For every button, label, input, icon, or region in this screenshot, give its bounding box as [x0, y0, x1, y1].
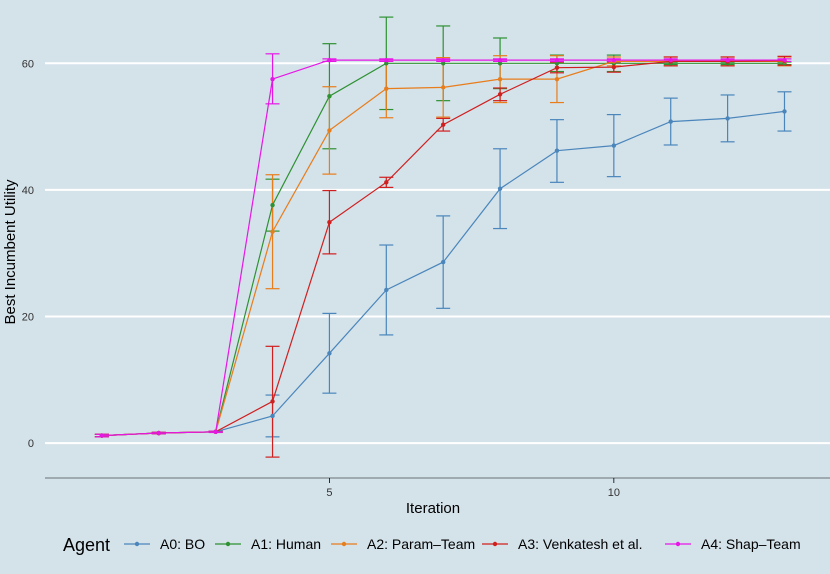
- legend-label: A3: Venkatesh et al.: [518, 536, 643, 552]
- legend-marker: [341, 541, 347, 547]
- legend-marker: [225, 541, 231, 547]
- data-point: [327, 57, 332, 63]
- data-point: [668, 119, 673, 124]
- data-point: [782, 109, 787, 114]
- data-point: [270, 202, 275, 208]
- data-point: [327, 128, 332, 133]
- data-point: [554, 76, 560, 82]
- x-tick-label: 5: [326, 487, 332, 499]
- data-point: [213, 429, 218, 434]
- data-point: [384, 57, 389, 63]
- data-point: [270, 76, 275, 82]
- legend-marker: [675, 541, 681, 547]
- legend-label: A0: BO: [160, 536, 205, 552]
- legend-entry: A1: Human: [215, 536, 321, 552]
- data-point: [725, 116, 730, 121]
- data-point: [384, 287, 389, 293]
- data-point: [611, 57, 617, 63]
- error-bars: [94, 16, 792, 458]
- legend-entry: A0: BO: [124, 536, 205, 552]
- y-tick-label: 60: [22, 58, 34, 70]
- data-point: [440, 122, 446, 127]
- legend-label: A1: Human: [251, 536, 321, 552]
- grid-lines: [45, 62, 830, 445]
- data-point: [99, 433, 105, 438]
- data-point: [270, 413, 275, 419]
- data-point: [327, 220, 332, 225]
- data-point: [497, 57, 503, 63]
- data-point: [384, 86, 389, 91]
- data-points: [99, 57, 787, 438]
- data-point: [497, 92, 503, 97]
- x-axis-title: Iteration: [406, 500, 460, 517]
- data-point: [156, 430, 161, 436]
- y-axis-ticks: 0 20 40 60: [22, 58, 34, 450]
- x-axis-ticks: 5 10: [326, 478, 620, 499]
- data-point: [327, 94, 332, 99]
- data-point: [725, 57, 730, 63]
- data-point: [440, 85, 446, 90]
- data-point: [611, 64, 617, 70]
- data-point: [554, 57, 560, 63]
- legend-marker: [492, 541, 498, 547]
- data-point: [384, 61, 389, 66]
- data-point: [497, 61, 503, 66]
- data-point: [554, 65, 560, 70]
- data-point: [440, 259, 446, 265]
- data-point: [554, 148, 560, 153]
- legend-label: A4: Shap–Team: [701, 536, 801, 552]
- data-point: [668, 57, 673, 63]
- data-point: [440, 57, 446, 63]
- data-point: [782, 57, 787, 63]
- data-point: [270, 399, 275, 404]
- y-axis-title: Best Incumbent Utility: [2, 179, 19, 325]
- legend-entry: A4: Shap–Team: [665, 536, 801, 552]
- x-tick-label: 10: [608, 487, 620, 499]
- data-point: [384, 180, 389, 185]
- legend-entry: A3: Venkatesh et al.: [482, 536, 643, 552]
- y-tick-label: 20: [22, 312, 34, 324]
- data-point: [440, 61, 446, 66]
- legend-label: A2: Param–Team: [367, 536, 475, 552]
- data-point: [554, 61, 560, 66]
- legend: Agent A0: BO A1: Human A2: Param–Team A3: V…: [63, 535, 801, 555]
- data-point: [270, 229, 275, 234]
- y-tick-label: 0: [28, 438, 34, 450]
- y-tick-label: 40: [22, 185, 34, 197]
- legend-marker: [134, 541, 140, 547]
- data-point: [327, 351, 332, 356]
- data-point: [497, 186, 503, 191]
- data-point: [611, 143, 617, 148]
- legend-entry: A2: Param–Team: [331, 536, 475, 552]
- data-point: [497, 76, 503, 82]
- legend-title: Agent: [63, 535, 110, 555]
